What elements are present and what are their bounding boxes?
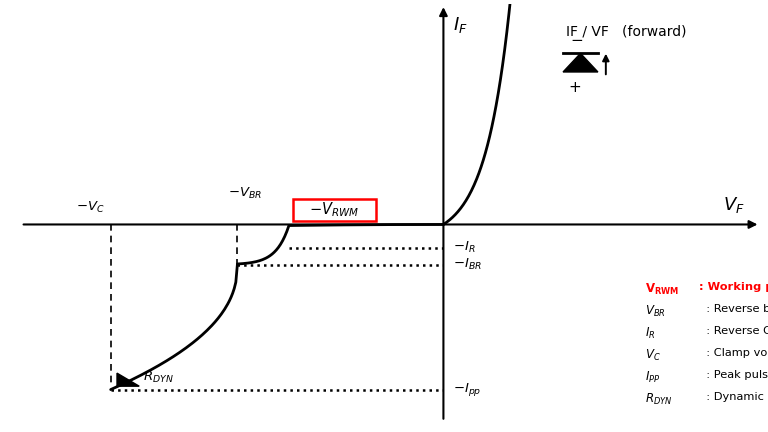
Text: : Reverse breakdown voltage: : Reverse breakdown voltage xyxy=(700,304,768,314)
Text: : Reverse Current: : Reverse Current xyxy=(700,326,768,336)
Polygon shape xyxy=(563,53,598,72)
Text: $R_{DYN}$: $R_{DYN}$ xyxy=(143,370,174,385)
Text: IF / VF   (forward): IF / VF (forward) xyxy=(566,25,687,39)
Text: $\mathbf{V_{RWM}}$: $\mathbf{V_{RWM}}$ xyxy=(645,282,680,297)
Text: $I_R$: $I_R$ xyxy=(645,326,656,341)
Text: $I_{PP}$: $I_{PP}$ xyxy=(645,370,660,385)
Text: $V_F$: $V_F$ xyxy=(723,195,744,215)
Text: $-$: $-$ xyxy=(570,31,583,46)
Text: $-V_{RWM}$: $-V_{RWM}$ xyxy=(310,201,359,219)
Bar xyxy=(293,199,376,221)
Text: $-I_R$: $-I_R$ xyxy=(453,240,475,255)
Text: $+$: $+$ xyxy=(568,79,581,95)
Text: $-V_{BR}$: $-V_{BR}$ xyxy=(228,186,263,201)
Text: : Dynamic resistance: : Dynamic resistance xyxy=(700,392,768,402)
Text: $-V_C$: $-V_C$ xyxy=(76,200,104,215)
Text: $I_F$: $I_F$ xyxy=(453,15,468,35)
Text: : Peak pulse current: : Peak pulse current xyxy=(700,370,768,380)
Text: $-I_{pp}$: $-I_{pp}$ xyxy=(453,381,482,398)
Text: $V_C$: $V_C$ xyxy=(645,348,661,363)
Text: $V_{BR}$: $V_{BR}$ xyxy=(645,304,666,319)
Text: $R_{DYN}$: $R_{DYN}$ xyxy=(645,392,673,407)
Polygon shape xyxy=(117,373,139,386)
Text: $-I_{BR}$: $-I_{BR}$ xyxy=(453,257,482,272)
Text: : Working peak reverse voltage: : Working peak reverse voltage xyxy=(700,282,768,292)
Text: : Clamp voltage: : Clamp voltage xyxy=(700,348,768,358)
